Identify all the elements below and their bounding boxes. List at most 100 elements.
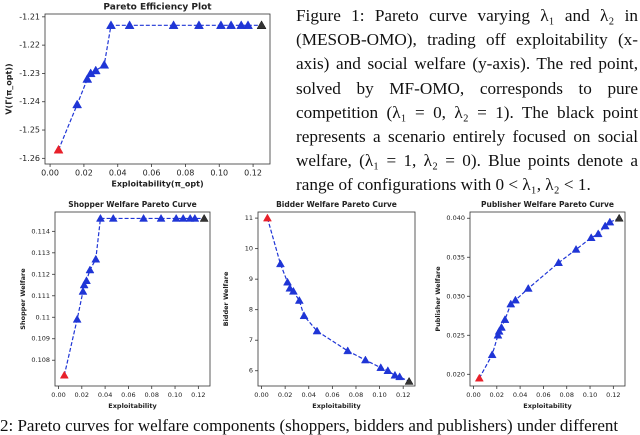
point xyxy=(605,217,615,226)
y-tick-label: 0.020 xyxy=(446,370,465,378)
y-tick-label: -1.21 xyxy=(19,12,40,21)
point xyxy=(614,213,624,222)
x-axis-label: Exploitability(π_opt) xyxy=(111,180,203,189)
y-tick-label: 8 xyxy=(249,306,253,314)
point xyxy=(494,326,504,335)
y-tick-label: -1.22 xyxy=(19,41,40,50)
point xyxy=(343,346,353,355)
pareto-line xyxy=(57,24,262,151)
point xyxy=(72,99,83,109)
x-tick-label: 0.08 xyxy=(559,391,573,399)
point xyxy=(96,213,105,222)
point xyxy=(124,20,135,29)
point xyxy=(171,213,181,222)
y-tick-label: 0.035 xyxy=(446,253,465,261)
point xyxy=(99,59,110,69)
x-tick-label: 0.06 xyxy=(121,391,135,399)
point xyxy=(404,376,414,385)
y-axis-label: V(Γ(π_opt)) xyxy=(5,63,14,114)
pareto-line xyxy=(63,217,205,376)
point xyxy=(511,295,520,304)
y-tick-label: 0.108 xyxy=(31,356,50,364)
point xyxy=(178,213,188,222)
point xyxy=(79,280,89,289)
x-tick-label: 0.00 xyxy=(41,169,59,178)
point xyxy=(288,286,298,295)
x-tick-label: 0.02 xyxy=(75,169,93,178)
x-tick-label: 0.08 xyxy=(349,391,363,399)
y-tick-label: -1.23 xyxy=(19,69,40,78)
y-tick-label: 9 xyxy=(249,275,253,283)
point xyxy=(294,296,304,304)
point xyxy=(600,221,610,230)
chart-title: Pareto Efficiency Plot xyxy=(103,3,212,13)
point xyxy=(85,265,95,274)
x-tick-label: 0.12 xyxy=(396,391,410,399)
x-tick-label: 0.02 xyxy=(75,391,89,399)
y-tick-label: 0.040 xyxy=(446,214,465,222)
x-tick-label: 0.10 xyxy=(168,391,182,399)
y-tick-label: 0.109 xyxy=(31,335,50,343)
point xyxy=(571,244,581,253)
x-tick-label: 0.04 xyxy=(98,391,112,399)
point xyxy=(243,20,253,29)
point xyxy=(216,20,226,29)
y-tick-label: -1.26 xyxy=(19,154,40,163)
chart-title: Bidder Welfare Pareto Curve xyxy=(276,200,397,209)
point xyxy=(72,314,82,323)
point xyxy=(500,315,510,323)
x-tick-label: 0.04 xyxy=(513,391,527,399)
y-tick-label: 0.11 xyxy=(36,313,50,321)
point xyxy=(263,213,272,222)
x-tick-label: 0.04 xyxy=(109,169,127,178)
y-axis-label: Shopper Welfare xyxy=(19,268,27,330)
point xyxy=(106,20,116,29)
point xyxy=(190,213,200,222)
point xyxy=(395,372,405,381)
point xyxy=(376,363,386,371)
y-tick-label: 0.114 xyxy=(31,227,50,235)
y-tick-label: 0.112 xyxy=(31,270,50,278)
point xyxy=(90,65,101,75)
y-tick-label: 10 xyxy=(245,245,253,253)
point xyxy=(236,20,247,29)
x-tick-label: 0.08 xyxy=(144,391,158,399)
bottom-caption: 2: Pareto curves for welfare components … xyxy=(0,416,619,435)
pareto-line xyxy=(266,217,410,382)
point xyxy=(91,254,101,263)
point xyxy=(383,366,393,374)
point xyxy=(275,259,285,268)
point xyxy=(523,283,533,292)
x-tick-label: 0.10 xyxy=(210,169,228,178)
point xyxy=(506,299,516,308)
x-axis-label: Exploitability xyxy=(312,402,361,410)
point xyxy=(554,258,564,266)
x-tick-label: 0.02 xyxy=(278,391,292,399)
point xyxy=(59,370,69,379)
point xyxy=(390,370,400,379)
y-tick-label: -1.24 xyxy=(19,97,40,106)
x-axis-label: Exploitability xyxy=(523,402,572,410)
y-axis-label: Bidder Welfare xyxy=(222,271,230,326)
point xyxy=(593,229,603,238)
point xyxy=(360,355,370,364)
point xyxy=(156,213,166,222)
y-tick-label: 11 xyxy=(245,214,253,222)
point xyxy=(497,322,506,331)
x-tick-label: 0.00 xyxy=(51,391,65,399)
point xyxy=(312,326,322,335)
point xyxy=(82,276,91,284)
point xyxy=(78,286,88,295)
y-tick-label: 7 xyxy=(249,336,253,344)
point xyxy=(283,277,292,286)
x-tick-label: 0.04 xyxy=(302,391,316,399)
x-tick-label: 0.00 xyxy=(466,391,480,399)
x-tick-label: 0.02 xyxy=(490,391,504,399)
point xyxy=(586,233,596,241)
y-tick-label: 6 xyxy=(249,367,253,375)
point xyxy=(53,144,64,154)
x-tick-label: 0.10 xyxy=(372,391,386,399)
point xyxy=(256,20,267,29)
x-tick-label: 0.06 xyxy=(325,391,339,399)
y-tick-label: 0.025 xyxy=(446,331,465,339)
